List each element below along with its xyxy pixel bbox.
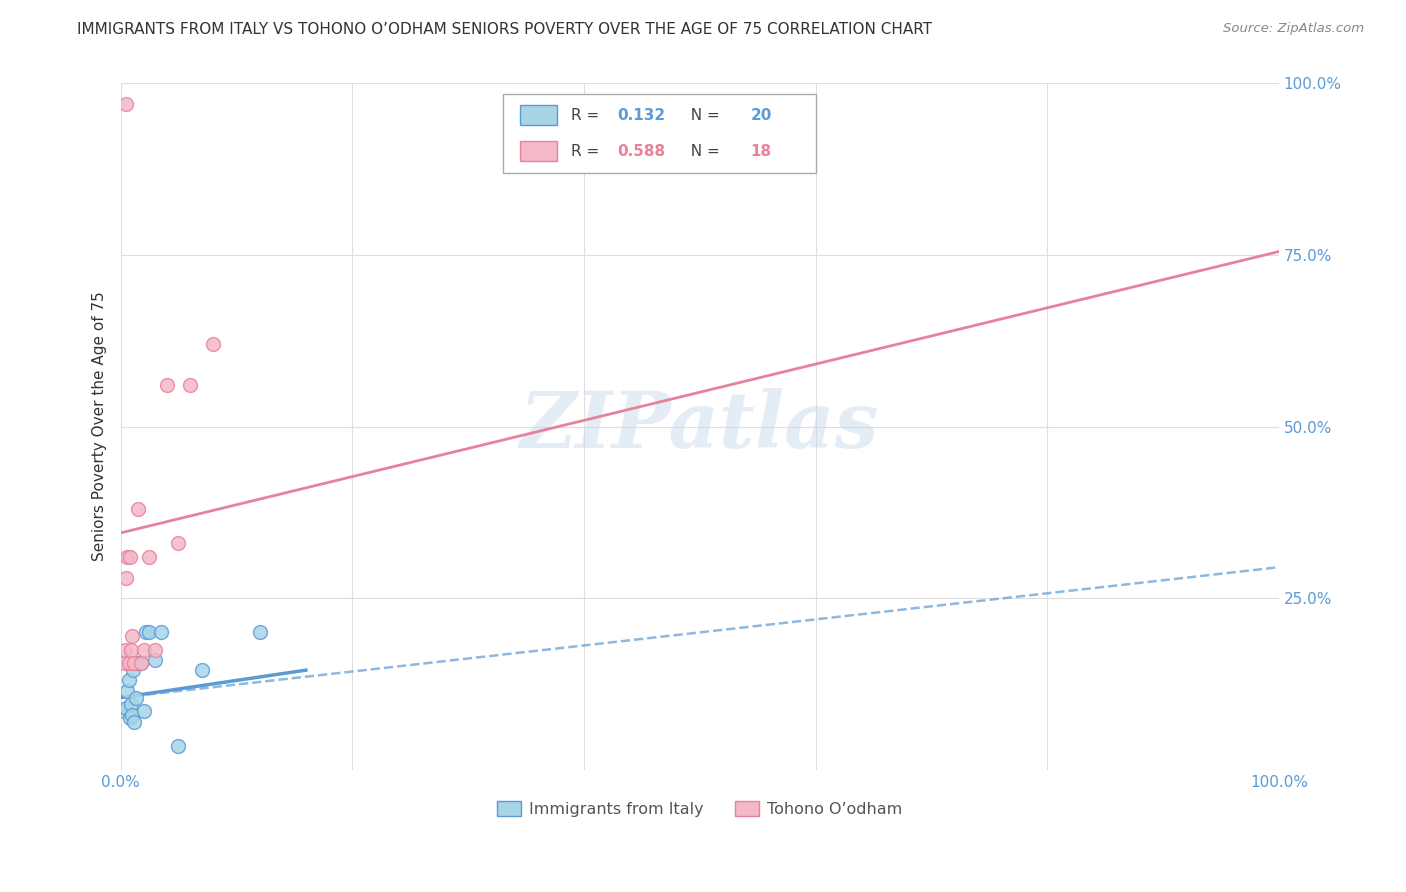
Text: R =: R = (571, 144, 605, 159)
Point (115, 97, 138, 112)
Point (127, 657, 149, 671)
Point (179, 378, 201, 392)
Point (143, 653, 166, 667)
Point (122, 663, 145, 677)
Point (114, 642, 136, 657)
Point (167, 739, 190, 753)
Point (190, 663, 212, 677)
Point (138, 549, 160, 564)
Point (156, 378, 179, 392)
Text: 0.132: 0.132 (617, 108, 665, 123)
Legend: Immigrants from Italy, Tohono O’odham: Immigrants from Italy, Tohono O’odham (491, 795, 908, 823)
Point (120, 698, 142, 712)
Point (112, 657, 135, 671)
Text: IMMIGRANTS FROM ITALY VS TOHONO O’ODHAM SENIORS POVERTY OVER THE AGE OF 75 CORRE: IMMIGRANTS FROM ITALY VS TOHONO O’ODHAM … (77, 22, 932, 37)
Point (249, 625, 271, 640)
Point (132, 642, 155, 657)
Text: N =: N = (681, 108, 725, 123)
Point (124, 714, 146, 729)
Text: R =: R = (571, 108, 605, 123)
Point (115, 570, 138, 584)
Point (167, 536, 190, 550)
Point (121, 629, 143, 643)
Point (143, 642, 166, 657)
Point (120, 642, 142, 657)
Point (112, 704, 135, 718)
Point (115, 701, 138, 715)
Text: 20: 20 (751, 108, 772, 123)
Point (127, 502, 149, 516)
Point (138, 625, 160, 640)
Point (124, 657, 146, 671)
Text: 18: 18 (751, 144, 772, 159)
Text: ZIPatlas: ZIPatlas (520, 388, 879, 465)
FancyBboxPatch shape (503, 94, 815, 173)
Point (124, 690, 146, 705)
Point (202, 337, 225, 351)
Point (135, 625, 157, 640)
FancyBboxPatch shape (520, 141, 557, 161)
Point (131, 657, 153, 671)
Point (117, 683, 139, 698)
Point (150, 625, 173, 640)
Point (118, 549, 141, 564)
Point (117, 673, 139, 688)
Point (118, 711, 141, 725)
Text: N =: N = (681, 144, 725, 159)
FancyBboxPatch shape (520, 105, 557, 125)
Text: 0.588: 0.588 (617, 144, 665, 159)
Y-axis label: Seniors Poverty Over the Age of 75: Seniors Poverty Over the Age of 75 (93, 292, 107, 561)
Point (121, 707, 143, 722)
Point (117, 657, 139, 671)
Point (131, 657, 153, 671)
Point (117, 549, 139, 564)
Point (132, 704, 155, 718)
Text: Source: ZipAtlas.com: Source: ZipAtlas.com (1223, 22, 1364, 36)
